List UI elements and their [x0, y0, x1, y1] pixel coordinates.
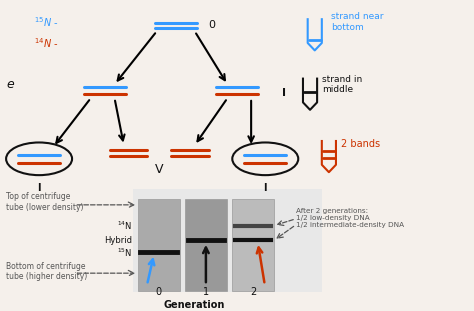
Text: After 2 generations:
1/2 low-density DNA
1/2 intermediate-density DNA: After 2 generations: 1/2 low-density DNA…: [296, 208, 404, 228]
FancyBboxPatch shape: [185, 199, 227, 291]
Text: $^{14}$N -: $^{14}$N -: [35, 36, 59, 50]
Text: Bottom of centrifuge
tube (higher density): Bottom of centrifuge tube (higher densit…: [6, 262, 87, 281]
Text: 2: 2: [250, 287, 256, 297]
Text: strand near
bottom: strand near bottom: [331, 12, 384, 32]
Text: e: e: [6, 78, 14, 91]
Text: 0: 0: [156, 287, 162, 297]
Text: $^{15}$N -: $^{15}$N -: [35, 15, 59, 29]
Text: I: I: [37, 183, 41, 193]
Text: $^{15}$N: $^{15}$N: [117, 246, 132, 258]
Text: I: I: [264, 183, 267, 193]
FancyBboxPatch shape: [133, 188, 322, 292]
FancyBboxPatch shape: [138, 199, 180, 291]
Text: V: V: [155, 163, 164, 176]
FancyBboxPatch shape: [232, 199, 274, 291]
Text: 1: 1: [203, 287, 209, 297]
Text: $^{14}$N: $^{14}$N: [117, 220, 132, 232]
Text: 0: 0: [209, 20, 216, 30]
Text: Hybrid: Hybrid: [104, 236, 132, 245]
Text: I: I: [282, 88, 286, 99]
Text: strand in
middle: strand in middle: [322, 75, 362, 94]
Text: Top of centrifuge
tube (lower density): Top of centrifuge tube (lower density): [6, 192, 83, 211]
Text: Generation: Generation: [164, 300, 225, 310]
Text: 2 bands: 2 bands: [341, 139, 380, 149]
